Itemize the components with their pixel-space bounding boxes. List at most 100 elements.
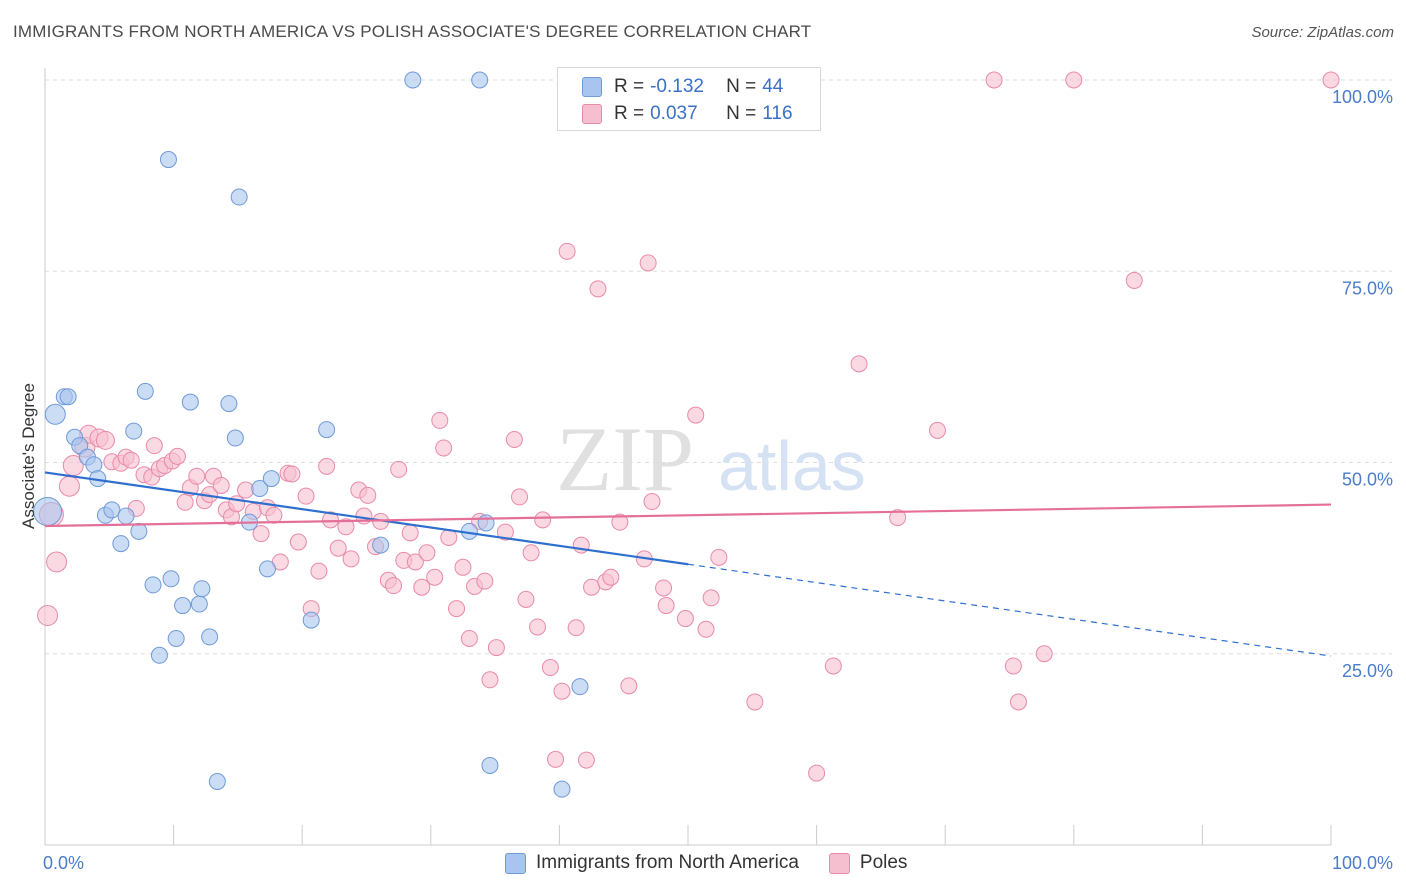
legend-n-label-1: N = xyxy=(726,76,757,97)
poles-point-45 xyxy=(329,539,347,557)
poles-point-58 xyxy=(406,553,424,571)
immigrants-point-25 xyxy=(201,628,219,646)
poles-point-21 xyxy=(176,493,194,511)
legend-item-immigrants: Immigrants from North America xyxy=(505,852,799,874)
poles-point-104 xyxy=(808,764,826,782)
poles-point-59 xyxy=(413,578,431,596)
tick-labels: 25.0% 50.0% 75.0% 100.0% 0.0% 100.0% xyxy=(43,87,1393,873)
poles-point-60 xyxy=(418,544,436,562)
immigrants-point-1 xyxy=(44,403,66,425)
immigrants-point-28 xyxy=(226,429,244,447)
poles-point-73 xyxy=(496,523,514,541)
immigrants-point-14 xyxy=(130,522,148,540)
grid xyxy=(45,79,1392,655)
poles-point-61 xyxy=(426,568,444,586)
poles-point-33 xyxy=(252,525,270,543)
axes xyxy=(44,68,1332,846)
poles-point-72 xyxy=(487,639,505,657)
poles-point-100 xyxy=(697,620,715,638)
poles-point-111 xyxy=(1010,693,1028,711)
poles-point-88 xyxy=(589,280,607,298)
poles-point-97 xyxy=(657,597,675,615)
immigrants-point-29 xyxy=(230,188,248,206)
poles-point-105 xyxy=(824,657,842,675)
immigrants-point-43 xyxy=(571,678,589,696)
poles-point-57 xyxy=(401,524,419,542)
immigrants-point-34 xyxy=(302,611,320,629)
immigrants-point-27 xyxy=(220,395,238,413)
poles-point-77 xyxy=(522,544,540,562)
poles-trend-line xyxy=(44,503,1332,528)
poles-point-47 xyxy=(342,550,360,568)
poles-point-79 xyxy=(534,511,552,529)
poles-point-86 xyxy=(577,751,595,769)
poles-point-2 xyxy=(46,551,68,573)
poles-point-65 xyxy=(448,600,466,618)
chart-title: IMMIGRANTS FROM NORTH AMERICA VS POLISH … xyxy=(13,22,812,41)
poles-point-96 xyxy=(655,579,673,597)
poles-point-8 xyxy=(95,430,115,450)
watermark-atlas: atlas xyxy=(718,427,866,505)
poles-point-3 xyxy=(58,475,80,497)
poles-point-94 xyxy=(639,254,657,272)
immigrants-trend-extension xyxy=(687,563,1332,657)
correlation-legend: R = -0.132 N = 44 R = 0.037 N = 116 xyxy=(557,67,821,131)
immigrants-point-23 xyxy=(190,595,208,613)
legend-swatch-poles xyxy=(828,852,850,874)
immigrants-point-37 xyxy=(404,71,422,89)
poles-point-74 xyxy=(505,431,523,449)
immigrants-point-33 xyxy=(262,470,280,488)
poles-point-106 xyxy=(850,355,868,373)
poles-point-20 xyxy=(168,447,186,465)
poles-point-23 xyxy=(188,467,206,485)
poles-point-114 xyxy=(1125,271,1143,289)
poles-point-54 xyxy=(385,577,403,595)
poles-point-67 xyxy=(460,629,478,647)
immigrants-point-17 xyxy=(150,646,168,664)
poles-point-92 xyxy=(620,677,638,695)
legend-r-label-2: R = xyxy=(614,103,645,124)
series-legend: Immigrants from North America Poles xyxy=(505,852,937,874)
immigrants-point-36 xyxy=(372,536,390,554)
poles-point-35 xyxy=(265,506,283,524)
poles-point-107 xyxy=(889,509,907,527)
poles-point-70 xyxy=(476,572,494,590)
y-tick-label-75: 75.0% xyxy=(1342,278,1393,298)
poles-point-95 xyxy=(643,493,661,511)
series-poles-points xyxy=(37,71,1340,782)
poles-point-43 xyxy=(318,457,336,475)
immigrants-point-10 xyxy=(103,501,121,519)
poles-point-78 xyxy=(529,618,547,636)
poles-point-0 xyxy=(37,605,59,626)
legend-n-value-1: 44 xyxy=(762,76,784,97)
poles-point-75 xyxy=(511,488,529,506)
poles-point-38 xyxy=(283,465,301,483)
poles-point-46 xyxy=(337,518,355,536)
legend-label-poles: Poles xyxy=(859,852,908,873)
poles-point-83 xyxy=(558,242,576,260)
poles-point-109 xyxy=(985,71,1003,89)
poles-point-62 xyxy=(431,411,449,429)
y-tick-label-50: 50.0% xyxy=(1342,470,1393,490)
x-tick-label-max: 100.0% xyxy=(1332,853,1393,873)
legend-swatch-immigrants xyxy=(505,852,526,874)
legend-n-value-2: 116 xyxy=(762,103,793,124)
legend-label-immigrants: Immigrants from North America xyxy=(536,852,799,873)
poles-point-98 xyxy=(676,610,694,628)
poles-point-31 xyxy=(237,481,255,499)
poles-point-50 xyxy=(359,486,377,504)
poles-point-27 xyxy=(212,476,230,494)
y-tick-label-25: 25.0% xyxy=(1342,661,1393,681)
poles-point-113 xyxy=(1065,71,1083,89)
legend-r-value-2: 0.037 xyxy=(650,103,698,124)
y-axis-label: Associate's Degree xyxy=(19,383,38,529)
legend-swatch-blue xyxy=(582,77,602,97)
poles-point-16 xyxy=(145,437,163,455)
poles-point-115 xyxy=(1322,71,1340,89)
legend-row-immigrants: R = -0.132 N = 44 xyxy=(582,75,783,99)
watermark: ZIP atlas xyxy=(556,408,866,510)
poles-point-110 xyxy=(1004,657,1022,675)
poles-point-87 xyxy=(583,578,601,596)
immigrants-point-35 xyxy=(318,421,336,439)
trend-lines xyxy=(44,471,1332,657)
